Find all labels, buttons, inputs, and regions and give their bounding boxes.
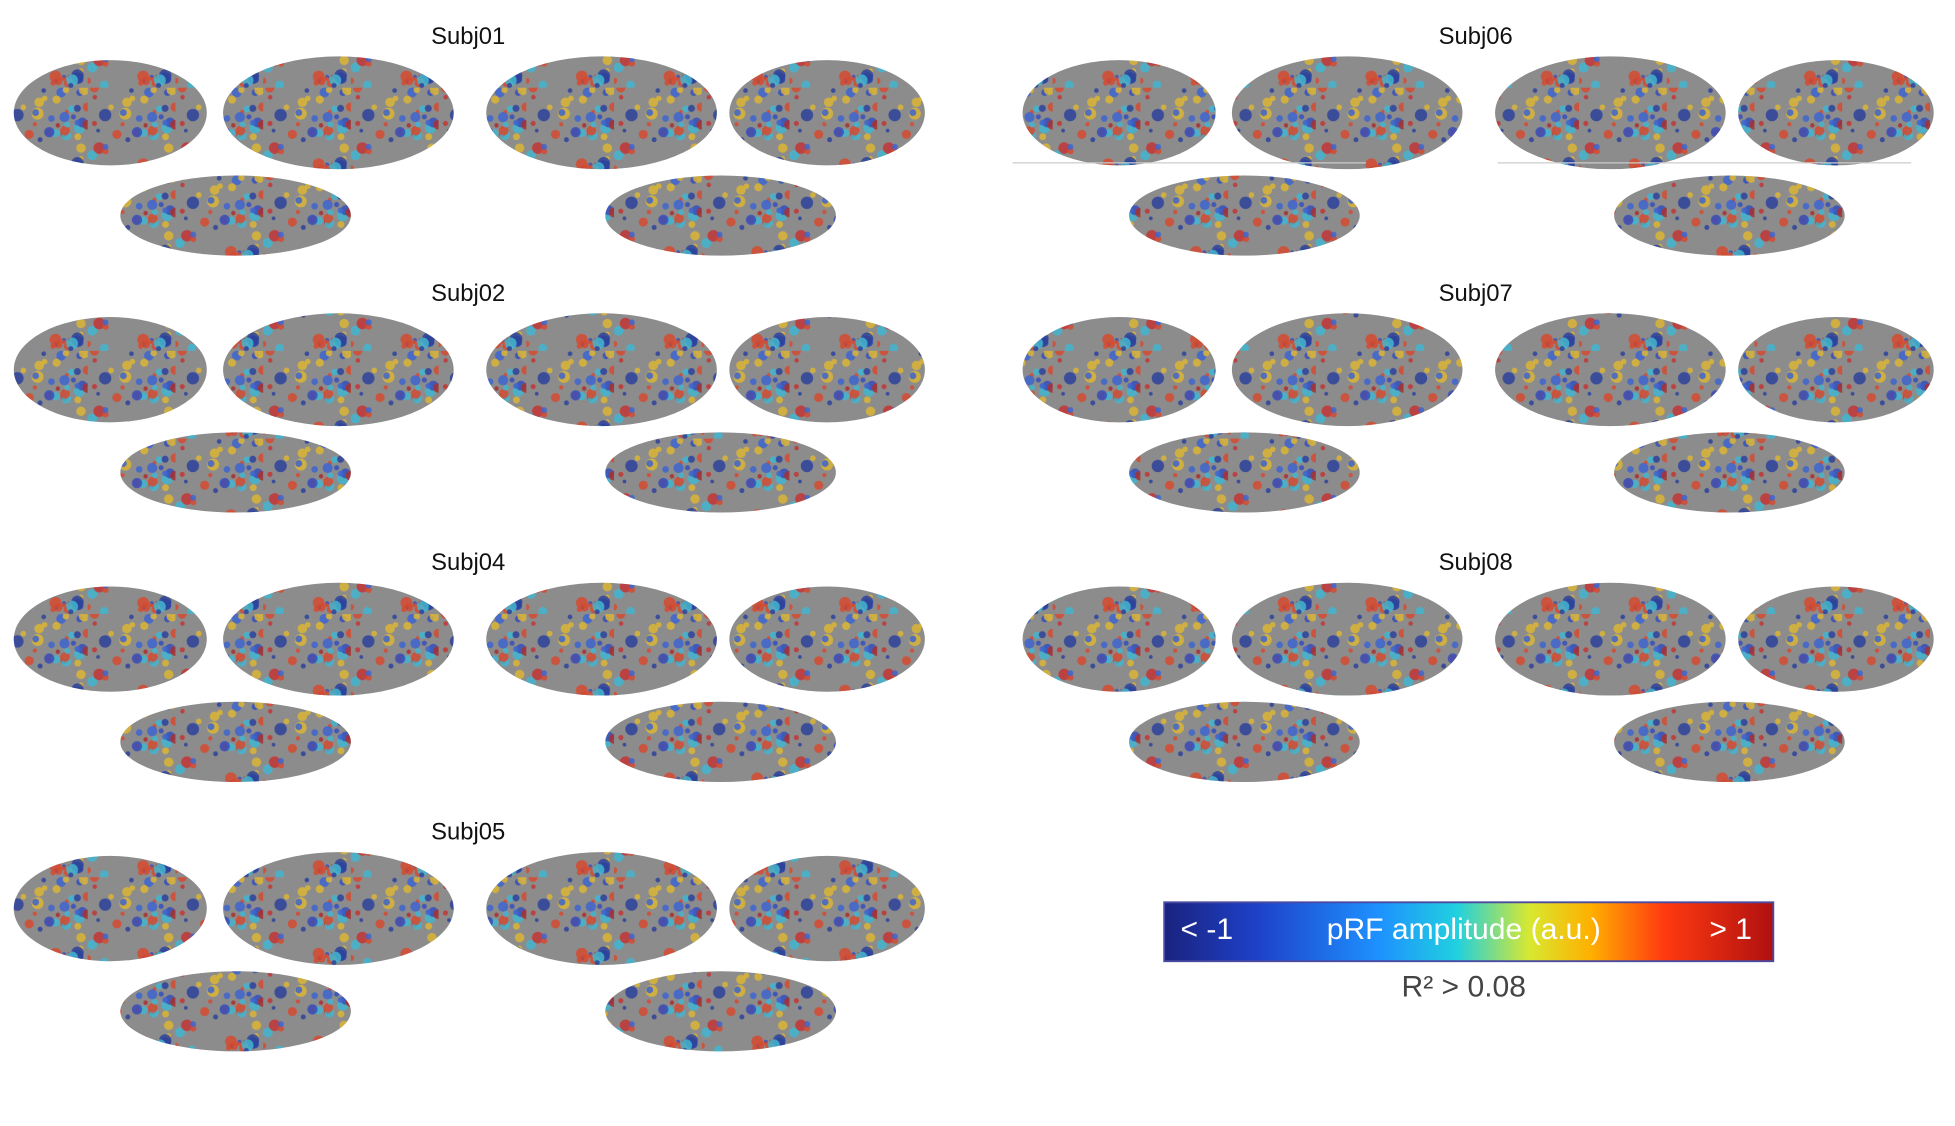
activation-map bbox=[1614, 432, 1845, 513]
activation-map bbox=[486, 313, 717, 427]
subject-label: Subj06 bbox=[1439, 23, 1513, 50]
activation-map bbox=[120, 432, 351, 513]
subject-label: Subj02 bbox=[431, 280, 505, 307]
subject-label: Subj05 bbox=[431, 819, 505, 846]
activation-map bbox=[729, 586, 925, 692]
activation-map bbox=[605, 701, 836, 782]
activation-map bbox=[1129, 432, 1360, 513]
activation-map bbox=[1738, 586, 1934, 692]
colorbar-min: < -1 bbox=[1181, 913, 1234, 946]
activation-map bbox=[1738, 317, 1934, 423]
activation-map bbox=[13, 586, 207, 692]
subject-label: Subj01 bbox=[431, 23, 505, 50]
activation-map bbox=[486, 56, 717, 170]
activation-map bbox=[1129, 701, 1360, 782]
activation-map bbox=[1738, 60, 1934, 166]
activation-map bbox=[1495, 582, 1726, 696]
activation-map bbox=[486, 852, 717, 965]
colorbar-title: pRF amplitude (a.u.) bbox=[1327, 913, 1601, 946]
activation-map bbox=[1022, 317, 1216, 423]
activation-map bbox=[1495, 313, 1726, 427]
activation-map bbox=[486, 582, 717, 696]
brain-surfaces bbox=[13, 56, 1934, 1052]
threshold-label: R² > 0.08 bbox=[1401, 971, 1526, 1004]
activation-map bbox=[1495, 56, 1726, 170]
activation-map bbox=[223, 313, 454, 427]
activation-map bbox=[605, 175, 836, 256]
subject-label: Subj08 bbox=[1439, 549, 1513, 576]
subject-label: Subj04 bbox=[431, 549, 505, 576]
activation-map bbox=[120, 701, 351, 782]
activation-map bbox=[13, 317, 207, 423]
activation-map bbox=[1231, 56, 1463, 170]
activation-map bbox=[120, 175, 351, 256]
activation-map bbox=[1614, 701, 1845, 782]
subject-labels: Subj01 Subj02 Subj04 Subj05 Subj06 Subj07 Subj… bbox=[431, 23, 1513, 846]
activation-map bbox=[120, 971, 351, 1052]
subject-label: Subj07 bbox=[1439, 280, 1513, 307]
activation-map bbox=[729, 855, 925, 962]
activation-map bbox=[1231, 313, 1463, 427]
activation-map bbox=[1231, 582, 1463, 696]
activation-map bbox=[1022, 60, 1216, 166]
activation-map bbox=[223, 56, 454, 170]
activation-map bbox=[729, 317, 925, 423]
activation-map bbox=[13, 60, 207, 166]
activation-map bbox=[1614, 175, 1845, 256]
activation-map bbox=[223, 852, 454, 965]
activation-map bbox=[1129, 175, 1360, 256]
colorbar-max: > 1 bbox=[1709, 913, 1752, 946]
activation-map bbox=[729, 60, 925, 166]
activation-map bbox=[223, 582, 454, 696]
activation-map bbox=[13, 855, 207, 962]
activation-map bbox=[605, 432, 836, 513]
activation-map bbox=[605, 971, 836, 1052]
colorbar bbox=[1163, 901, 1775, 963]
activation-map bbox=[1022, 586, 1216, 692]
